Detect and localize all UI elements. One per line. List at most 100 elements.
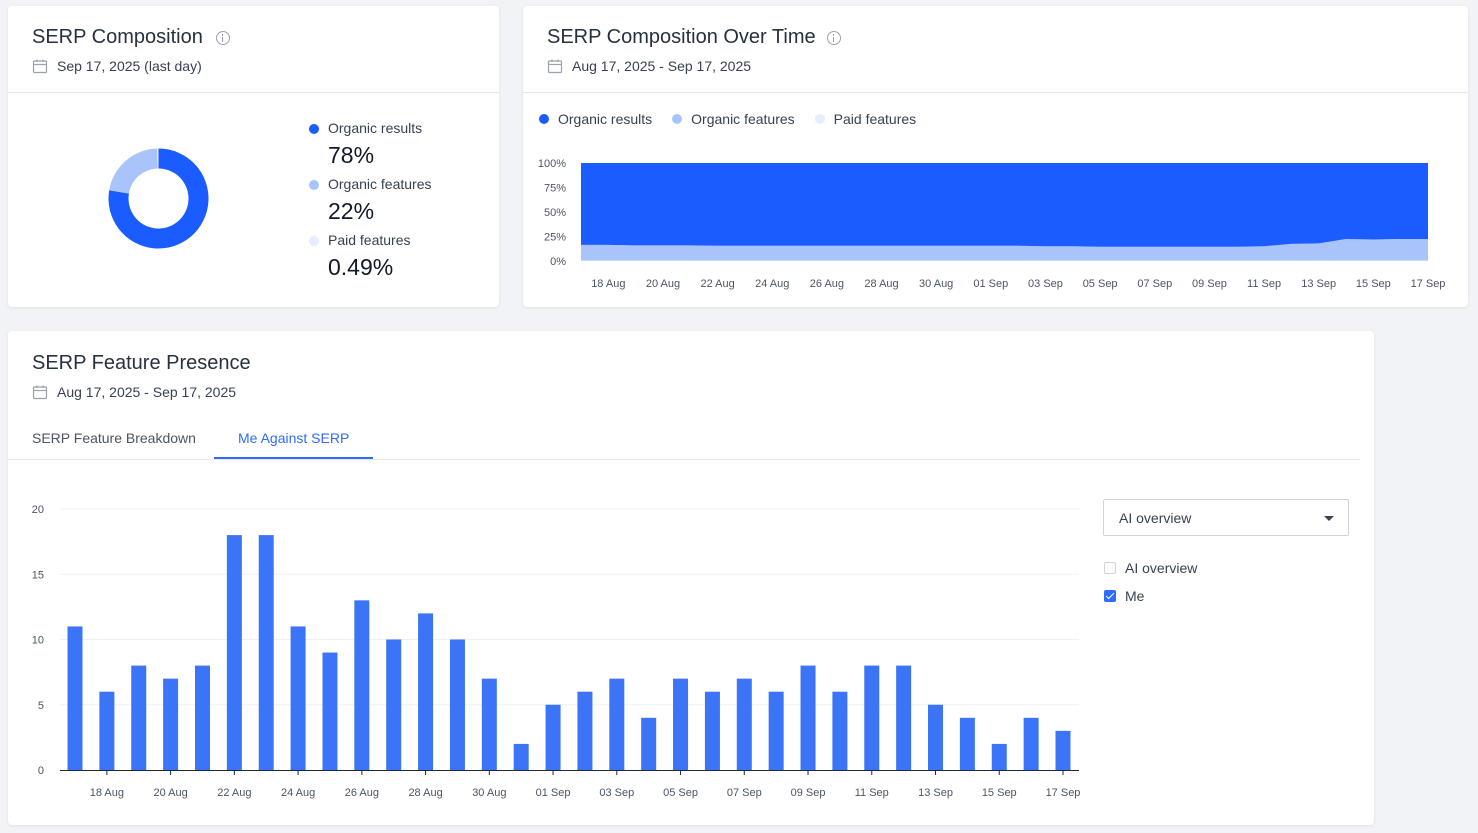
y-tick-label: 20 — [32, 504, 44, 516]
bar-01-sep[interactable] — [545, 704, 561, 770]
legend-label: Organic results — [328, 120, 423, 136]
info-icon[interactable] — [827, 31, 841, 45]
x-tick-label: 18 Aug — [591, 278, 625, 290]
presence-date: Aug 17, 2025 - Sep 17, 2025 — [57, 384, 237, 400]
bar-16-sep[interactable] — [1023, 717, 1039, 770]
x-tick-label: 18 Aug — [90, 787, 124, 799]
presence-date-row: Aug 17, 2025 - Sep 17, 2025 — [32, 384, 236, 400]
bar-11-sep[interactable] — [864, 665, 880, 770]
bar-21-aug[interactable] — [194, 665, 210, 770]
bar-24-aug[interactable] — [290, 626, 306, 770]
serp-composition-over-time-card: SERP Composition Over Time Aug 17, 2025 … — [523, 6, 1468, 307]
bar-04-sep[interactable] — [641, 717, 657, 770]
x-tick-label: 05 Sep — [1083, 278, 1118, 290]
info-icon[interactable] — [216, 31, 230, 45]
y-tick-label: 25% — [544, 232, 566, 244]
bar-05-sep[interactable] — [673, 678, 689, 770]
legend-organic-results[interactable]: Organic results — [539, 111, 652, 127]
dropdown-value: AI overview — [1119, 510, 1192, 526]
paid-features-dot — [309, 236, 319, 246]
checkbox-label: AI overview — [1125, 560, 1198, 576]
legend-value: 0.49% — [328, 254, 394, 280]
x-tick-label: 11 Sep — [855, 787, 889, 799]
x-tick-label: 26 Aug — [345, 787, 379, 799]
bar-03-sep[interactable] — [609, 678, 625, 770]
calendar-icon — [32, 385, 48, 400]
tabs-divider — [8, 459, 1360, 460]
organic-features-dot — [309, 180, 319, 190]
x-tick-label: 30 Aug — [472, 787, 506, 799]
paid-features-dot — [814, 114, 825, 124]
bar-10-sep[interactable] — [832, 691, 848, 770]
checkbox-ai-overview[interactable]: AI overview — [1104, 560, 1197, 576]
x-tick-label: 26 Aug — [810, 278, 844, 290]
y-tick-label: 0 — [38, 765, 44, 777]
x-tick-label: 09 Sep — [791, 787, 826, 799]
organic-results-dot — [309, 124, 319, 134]
bar-31-aug[interactable] — [513, 743, 529, 770]
bar-15-sep[interactable] — [991, 743, 1007, 770]
overtime-date-row: Aug 17, 2025 - Sep 17, 2025 — [547, 58, 751, 74]
x-tick-label: 20 Aug — [646, 278, 680, 290]
x-tick-label: 24 Aug — [755, 278, 789, 290]
bar-13-sep[interactable] — [928, 704, 944, 770]
legend-label: Organic features — [328, 176, 432, 192]
serp-composition-card: SERP Composition Sep 17, 2025 (last day)… — [8, 6, 499, 307]
bar-18-aug[interactable] — [99, 691, 115, 770]
bar-17-sep[interactable] — [1055, 730, 1071, 770]
active-tab-indicator — [214, 457, 373, 459]
donut-slice-paid-features — [156, 148, 159, 169]
bar-30-aug[interactable] — [481, 678, 497, 770]
x-tick-label: 30 Aug — [919, 278, 953, 290]
area-series-organic-results — [581, 163, 1428, 247]
bar-29-aug[interactable] — [449, 639, 465, 771]
bar-09-sep[interactable] — [800, 665, 816, 770]
x-tick-label: 07 Sep — [727, 787, 762, 799]
x-tick-label: 01 Sep — [973, 278, 1008, 290]
bar-20-aug[interactable] — [163, 678, 179, 770]
y-tick-label: 10 — [32, 635, 44, 647]
bar-27-aug[interactable] — [386, 639, 402, 771]
bar-23-aug[interactable] — [258, 535, 274, 770]
bar-06-sep[interactable] — [704, 691, 720, 770]
bar-17-aug[interactable] — [67, 626, 83, 770]
composition-over-time-chart: 100% 75% 50% 25% 0% 18 Aug 20 Aug 22 Aug 24 Aug 2… — [538, 158, 1446, 290]
x-tick-label: 17 Sep — [1411, 278, 1446, 290]
overtime-legend: Organic results Organic features Paid fe… — [539, 111, 916, 127]
x-tick-label: 15 Sep — [982, 787, 1017, 799]
legend-value: 22% — [328, 198, 375, 224]
tab-serp-feature-breakdown[interactable]: SERP Feature Breakdown — [32, 430, 196, 446]
overtime-date: Aug 17, 2025 - Sep 17, 2025 — [572, 58, 752, 74]
y-tick-label: 0% — [550, 256, 566, 268]
bar-07-sep[interactable] — [736, 678, 752, 770]
bar-25-aug[interactable] — [322, 652, 338, 770]
composition-donut-chart — [108, 148, 209, 249]
checkbox-checked[interactable] — [1104, 590, 1116, 602]
serp-feature-presence-title: SERP Feature Presence — [32, 352, 251, 374]
bar-08-sep[interactable] — [768, 691, 784, 770]
tab-me-against-serp[interactable]: Me Against SERP — [238, 430, 350, 446]
x-tick-label: 05 Sep — [663, 787, 698, 799]
divider — [8, 92, 499, 93]
feature-select-dropdown[interactable]: AI overview — [1103, 499, 1349, 536]
bar-28-aug[interactable] — [418, 613, 434, 770]
bar-02-sep[interactable] — [577, 691, 593, 770]
checkbox-unchecked[interactable] — [1104, 562, 1116, 574]
bar-22-aug[interactable] — [226, 535, 242, 770]
bar-12-sep[interactable] — [896, 665, 912, 770]
legend-paid-features[interactable]: Paid features — [814, 111, 916, 127]
x-tick-label: 15 Sep — [1356, 278, 1391, 290]
composition-date: Sep 17, 2025 (last day) — [57, 58, 202, 74]
organic-results-dot — [539, 114, 549, 124]
checkbox-me[interactable]: Me — [1104, 588, 1144, 604]
bar-26-aug[interactable] — [354, 600, 370, 770]
legend-value: 78% — [328, 142, 375, 168]
bar-19-aug[interactable] — [131, 665, 147, 770]
area-series-organic-features — [581, 238, 1428, 261]
y-tick-label: 15 — [32, 569, 44, 581]
x-tick-label: 22 Aug — [700, 278, 734, 290]
legend-organic-features[interactable]: Organic features — [672, 111, 795, 127]
checkbox-label: Me — [1125, 588, 1145, 604]
bar-14-sep[interactable] — [959, 717, 975, 770]
x-tick-label: 01 Sep — [536, 787, 571, 799]
